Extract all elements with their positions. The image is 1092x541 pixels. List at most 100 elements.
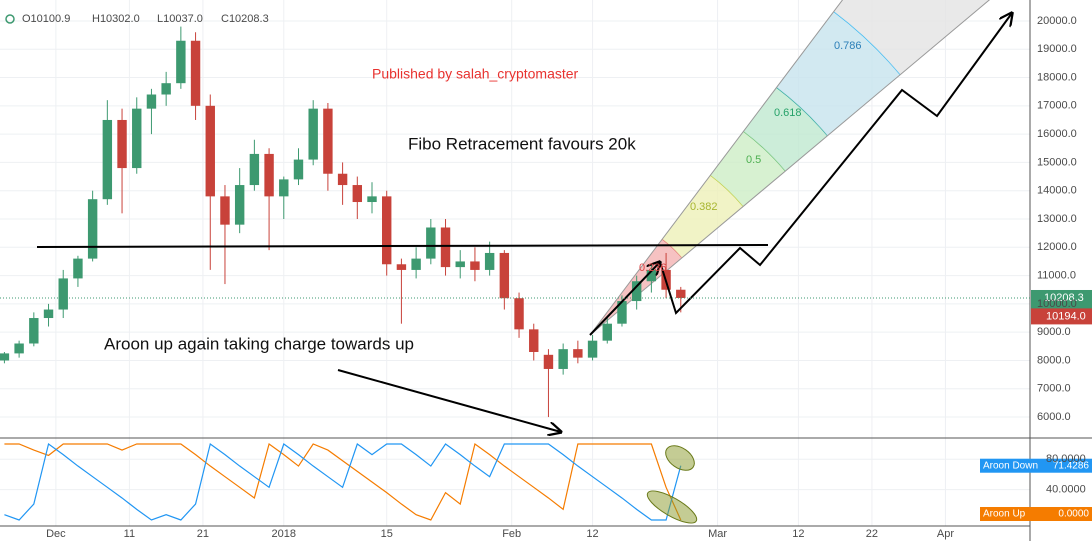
candle-body bbox=[117, 119, 127, 169]
fib-fan bbox=[589, 0, 991, 336]
candle-body bbox=[499, 252, 510, 299]
candle-body bbox=[161, 83, 171, 95]
candle-body bbox=[558, 349, 568, 369]
candle-body bbox=[455, 261, 465, 268]
candle-body bbox=[573, 349, 583, 358]
y-tick-label: 10000.0 bbox=[1037, 298, 1077, 310]
fibo-note: Fibo Retracement favours 20k bbox=[408, 134, 636, 153]
x-tick-label: 12 bbox=[586, 528, 598, 540]
y-tick-label: 40.0000 bbox=[1046, 484, 1086, 496]
legend-value: 71.4286 bbox=[1053, 460, 1090, 471]
y-tick-label: 6000.0 bbox=[1037, 411, 1071, 423]
y-tick-label: 18000.0 bbox=[1037, 71, 1077, 83]
fib-arc bbox=[743, 130, 786, 172]
aroon-note: Aroon up again taking charge towards up bbox=[104, 334, 414, 353]
legend-badge bbox=[980, 507, 1092, 521]
candle-body bbox=[205, 105, 215, 197]
bid-price: 10194.0 bbox=[1046, 310, 1086, 322]
candle-body bbox=[382, 196, 392, 265]
candle-body bbox=[426, 227, 436, 259]
y-tick-label: 12000.0 bbox=[1037, 241, 1077, 253]
candle-body bbox=[29, 318, 39, 344]
candle-body bbox=[0, 353, 10, 361]
y-tick-label: 14000.0 bbox=[1037, 185, 1077, 197]
fib-zone bbox=[662, 175, 744, 258]
y-tick-label: 9000.0 bbox=[1037, 326, 1071, 338]
x-tick-label: 15 bbox=[381, 528, 393, 540]
arrow bbox=[337, 369, 561, 432]
resistance-line bbox=[36, 244, 769, 248]
fib-label: 0.382 bbox=[690, 201, 718, 213]
x-tick-label: Dec bbox=[46, 528, 66, 540]
ohlc-low: L10037.0 bbox=[157, 13, 203, 25]
y-tick-label: 20000.0 bbox=[1037, 15, 1077, 27]
status-icon bbox=[5, 14, 15, 24]
candle-body bbox=[440, 227, 451, 268]
candle-body bbox=[631, 281, 642, 302]
candle-body bbox=[411, 258, 421, 270]
publisher-note: Published by salah_cryptomaster bbox=[372, 66, 579, 82]
x-tick-label: 22 bbox=[866, 528, 878, 540]
highlight bbox=[665, 445, 695, 471]
candle-body bbox=[14, 343, 24, 354]
highlight bbox=[646, 490, 698, 524]
price-badge bbox=[1031, 289, 1092, 306]
candle-body bbox=[176, 40, 186, 84]
y-tick-label: 8000.0 bbox=[1037, 354, 1071, 366]
legend-badge bbox=[980, 458, 1092, 473]
fib-zone bbox=[833, 0, 990, 75]
candle-body bbox=[396, 264, 407, 270]
fib-label: 0.618 bbox=[774, 107, 802, 119]
aroon-line bbox=[4, 442, 682, 521]
x-tick-label: 12 bbox=[792, 528, 804, 540]
candle-body bbox=[543, 354, 554, 369]
candle-body bbox=[352, 185, 363, 203]
candle-body bbox=[102, 119, 113, 200]
ohlc-open: O10100.9 bbox=[22, 13, 70, 25]
candle-body bbox=[587, 340, 598, 358]
candle-body bbox=[308, 108, 318, 160]
candle-body bbox=[190, 40, 201, 106]
y-tick-label: 80.0000 bbox=[1046, 453, 1086, 465]
arrow bbox=[589, 262, 660, 336]
candle-body bbox=[470, 261, 480, 270]
candle-body bbox=[514, 298, 524, 330]
candle-body bbox=[58, 278, 68, 310]
candle-body bbox=[43, 309, 54, 319]
ohlc-high: H10302.0 bbox=[92, 13, 140, 25]
legend-value: 0.0000 bbox=[1058, 509, 1089, 520]
ohlc-close: C10208.3 bbox=[221, 13, 269, 25]
fib-label: 0.236 bbox=[639, 262, 667, 274]
candle-body bbox=[529, 329, 539, 352]
candle-body bbox=[337, 173, 348, 186]
x-tick-label: Apr bbox=[937, 528, 954, 540]
x-tick-label: Feb bbox=[502, 528, 521, 540]
x-tick-label: Mar bbox=[708, 528, 727, 540]
fib-zone bbox=[710, 131, 786, 207]
fib-zone bbox=[743, 87, 828, 172]
candle-body bbox=[617, 301, 627, 324]
y-tick-label: 17000.0 bbox=[1037, 100, 1077, 112]
aroon-line bbox=[4, 442, 682, 521]
candle-body bbox=[87, 199, 98, 259]
candle-body bbox=[220, 196, 230, 225]
x-tick-label: 21 bbox=[197, 528, 209, 540]
candle-body bbox=[132, 108, 142, 169]
candle-body bbox=[234, 185, 245, 225]
candle-body bbox=[146, 94, 157, 109]
candle-body bbox=[249, 153, 260, 186]
legend-entry: Aroon Down bbox=[983, 460, 1038, 471]
fib-zone bbox=[776, 11, 901, 136]
fib-label: 0.786 bbox=[834, 40, 862, 52]
bid-badge bbox=[1031, 308, 1092, 325]
legend-entry: Aroon Up bbox=[983, 509, 1026, 520]
y-tick-label: 13000.0 bbox=[1037, 213, 1077, 225]
candle-body bbox=[676, 289, 686, 298]
y-tick-label: 7000.0 bbox=[1037, 383, 1071, 395]
arrow bbox=[659, 13, 1012, 315]
fib-ray bbox=[589, 0, 844, 336]
last-price: 10208.3 bbox=[1044, 292, 1084, 304]
y-tick-label: 19000.0 bbox=[1037, 43, 1077, 55]
fib-arc bbox=[776, 87, 828, 137]
